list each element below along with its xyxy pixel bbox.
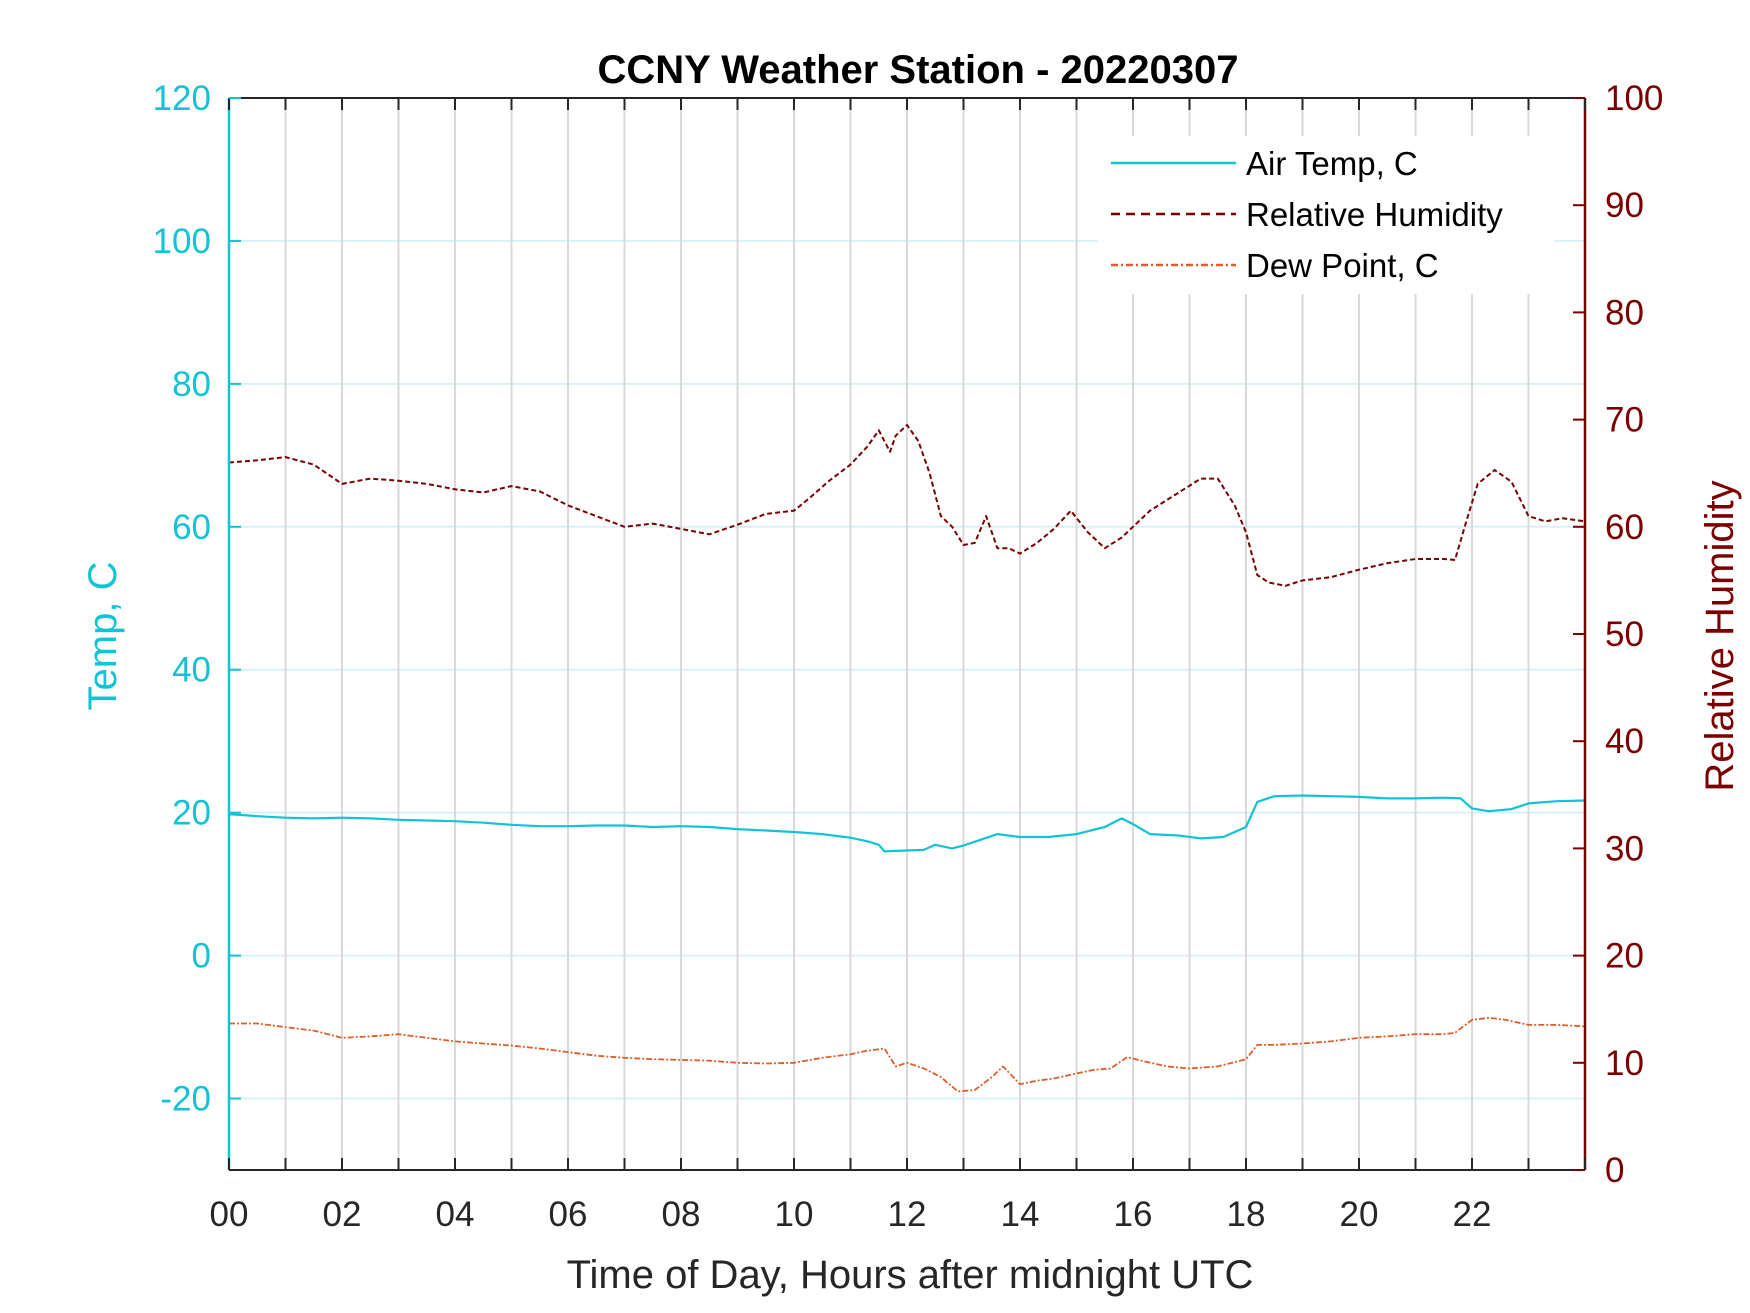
- y-left-tick-label-6: 100: [153, 222, 211, 261]
- series-line-dew-point-c: [229, 1016, 1586, 1093]
- y-left-axis-label: Temp, C: [81, 562, 125, 711]
- x-tick-label-10: 20: [1340, 1195, 1379, 1234]
- y-right-tick-label-2: 20: [1605, 937, 1644, 976]
- y-right-tick-label-6: 60: [1605, 508, 1644, 547]
- grid: [229, 97, 1585, 1170]
- y-right-tick-label-9: 90: [1605, 186, 1644, 225]
- legend-label-dew-point: Dew Point, C: [1246, 247, 1439, 284]
- series-line-relative-humidity: [228, 424, 1586, 587]
- y-right-tick-label-7: 70: [1605, 401, 1644, 440]
- x-tick-label-8: 16: [1114, 1195, 1153, 1234]
- y-left-tick-label-2: 20: [172, 794, 211, 833]
- y-left-tick-label-7: 120: [153, 79, 211, 118]
- x-tick-label-6: 12: [888, 1195, 927, 1234]
- y-right-tick-label-10: 100: [1605, 79, 1663, 118]
- x-tick-label-4: 08: [662, 1195, 701, 1234]
- y-right-tick-label-5: 50: [1605, 615, 1644, 654]
- y-left-tick-label-3: 40: [172, 651, 211, 690]
- y-right-tick-label-0: 0: [1605, 1151, 1624, 1190]
- x-tick-label-1: 02: [323, 1195, 362, 1234]
- y-left-tick-label-0: -20: [160, 1080, 211, 1119]
- y-right-tick-label-8: 80: [1605, 293, 1644, 332]
- x-axis-label: Time of Day, Hours after midnight UTC: [567, 1253, 1254, 1297]
- x-tick-label-3: 06: [549, 1195, 588, 1234]
- x-tick-label-2: 04: [436, 1195, 475, 1234]
- y-right-axis-label: Relative Humidity: [1698, 480, 1742, 791]
- x-tick-label-11: 22: [1453, 1195, 1492, 1234]
- series-lines: [228, 424, 1586, 1093]
- series-line-air-temp-c: [228, 794, 1586, 853]
- axes: [227, 97, 1587, 1171]
- legend: Air Temp, C Relative Humidity Dew Point,…: [1098, 136, 1554, 294]
- legend-label-air-temp: Air Temp, C: [1246, 145, 1418, 182]
- y-left-tick-label-4: 60: [172, 508, 211, 547]
- y-right-tick-label-3: 30: [1605, 829, 1644, 868]
- x-tick-label-0: 00: [210, 1195, 249, 1234]
- y-right-tick-label-4: 40: [1605, 722, 1644, 761]
- y-left-tick-label-1: 0: [192, 937, 211, 976]
- x-tick-label-9: 18: [1227, 1195, 1266, 1234]
- y-left-tick-label-5: 80: [172, 365, 211, 404]
- tick-labels: 00 02 04 06 08 10 12 14 16 18 20 22-200204060801001…: [153, 79, 1664, 1234]
- chart-title: CCNY Weather Station - 20220307: [598, 48, 1239, 92]
- x-tick-label-5: 10: [775, 1195, 814, 1234]
- legend-label-relative-humidity: Relative Humidity: [1246, 196, 1503, 233]
- y-right-tick-label-1: 10: [1605, 1044, 1644, 1083]
- x-tick-label-7: 14: [1001, 1195, 1040, 1234]
